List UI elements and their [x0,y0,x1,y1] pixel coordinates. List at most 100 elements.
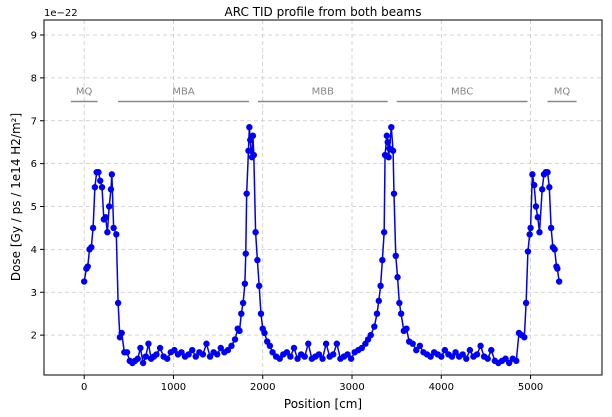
data-point [488,346,495,354]
data-point [538,186,546,193]
data-point [532,203,540,210]
y-tick-label: 5 [31,202,37,213]
data-point [137,344,144,352]
data-point [189,346,196,354]
data-point [448,353,456,360]
data-point [255,282,263,290]
data-point [383,132,391,139]
data-point [459,351,466,358]
x-axis-label: Position [cm] [284,397,362,411]
data-point [513,357,520,365]
data-point [287,353,294,360]
y-tick-label: 3 [31,288,37,299]
data-point [367,331,374,339]
data-point [156,344,164,352]
data-point [477,342,484,350]
data-point [88,244,95,251]
data-point [266,342,274,350]
y-axis-label: Dose [Gy / ps / 1e14 H2/m²] [9,113,23,281]
data-point [206,353,214,360]
y-tick-label: 2 [31,331,37,342]
data-point [231,336,239,343]
x-tick-label: 2000 [250,382,275,393]
data-point [114,299,122,307]
segment-label: MBA [172,86,194,97]
y-tick-label: 7 [31,116,37,127]
data-point [217,344,224,352]
data-point [276,355,283,362]
data-point [199,351,207,358]
data-point [527,224,534,232]
data-point [409,340,416,347]
data-point [95,169,102,176]
data-point [322,340,330,347]
segment-label: MBB [312,86,334,97]
data-point [466,346,474,354]
y-tick-label: 8 [31,73,37,84]
data-point [529,171,536,178]
data-point [441,346,449,354]
data-point [185,351,192,358]
data-point [330,351,337,358]
data-point [375,297,382,305]
data-point [522,299,530,307]
data-point [385,153,392,161]
data-point [524,248,532,255]
data-point [305,340,312,347]
data-point [250,151,258,159]
data-point [239,299,247,307]
data-point [536,229,543,236]
data-point [224,346,232,354]
x-tick-label: 3000 [339,382,364,393]
data-point [373,310,381,317]
data-point [416,342,424,350]
data-point [164,355,171,362]
segment-label: MQ [554,86,571,97]
y-tick-label: 4 [31,245,37,256]
data-point [463,355,470,362]
data-point [261,329,268,337]
data-point [315,351,323,358]
x-tick-label: 4000 [429,382,454,393]
data-point [502,355,509,362]
data-point [192,353,199,360]
data-point [505,359,513,367]
data-point [123,349,131,356]
data-point [438,353,445,360]
x-tick-label: 5000 [518,382,543,393]
data-point [347,355,355,362]
data-point [145,340,152,347]
data-point [547,224,555,232]
data-point [80,278,88,285]
data-point [139,359,147,367]
data-point [379,256,386,264]
data-point [254,256,261,264]
data-point [214,351,221,358]
data-point [384,138,391,146]
data-point [89,224,97,232]
data-point [484,355,491,362]
data-point [110,224,117,232]
data-point [333,340,341,347]
data-point [246,123,253,131]
data-point [102,214,109,221]
data-point [473,351,481,358]
data-point [344,351,351,358]
data-point [301,353,308,360]
data-point [105,203,113,210]
x-tick-label: 1000 [161,382,186,393]
data-point [91,184,99,191]
data-point [294,355,301,362]
plot-frame [43,19,603,376]
data-point [228,342,235,350]
data-point [236,327,243,335]
data-point [390,190,398,197]
data-point [118,329,125,337]
data-point [396,299,403,307]
data-point [388,123,395,131]
data-point [107,186,115,193]
data-point [554,265,561,272]
data-point [84,263,91,270]
